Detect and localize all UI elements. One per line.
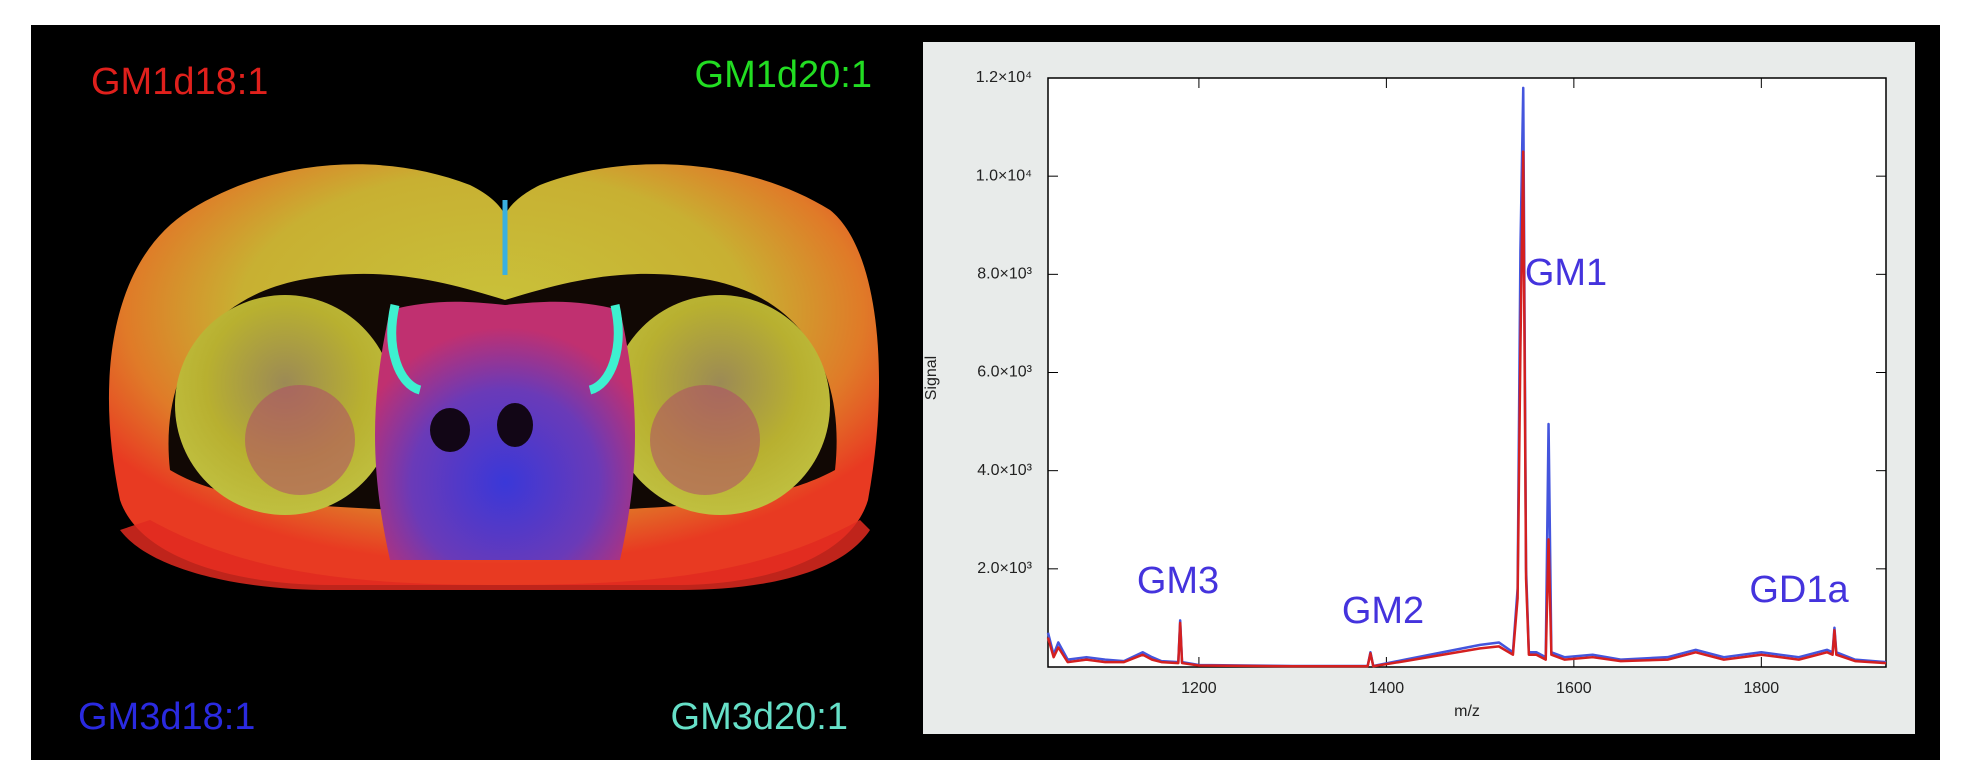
peak-annotation: GM3 [1137,560,1219,602]
y-tick-label: 1.0×10⁴ [976,167,1032,184]
brain-image [108,164,880,590]
y-tick-label: 6.0×10³ [977,364,1032,381]
peak-annotation: GM1 [1525,252,1607,294]
spectrum-line [1046,150,1887,668]
x-axis-label: m/z [1454,703,1480,720]
y-axis-label: Signal [923,356,940,400]
y-tick-label: 8.0×10³ [977,266,1032,283]
x-tick-label: 1600 [1556,680,1592,697]
peak-annotation: GD1a [1749,569,1849,611]
x-tick-label: 1400 [1369,680,1405,697]
image-label: GM3d20:1 [671,696,848,738]
image-label: GM3d18:1 [78,696,255,738]
y-tick-label: 2.0×10³ [977,560,1032,577]
image-label: GM1d20:1 [695,54,872,96]
peak-annotation: GM2 [1342,590,1424,632]
x-tick-label: 1200 [1181,680,1217,697]
x-tick-label: 1800 [1744,680,1780,697]
y-tick-label: 1.2×10⁴ [976,69,1032,86]
image-label: GM1d18:1 [91,61,268,103]
y-tick-label: 4.0×10³ [977,462,1032,479]
